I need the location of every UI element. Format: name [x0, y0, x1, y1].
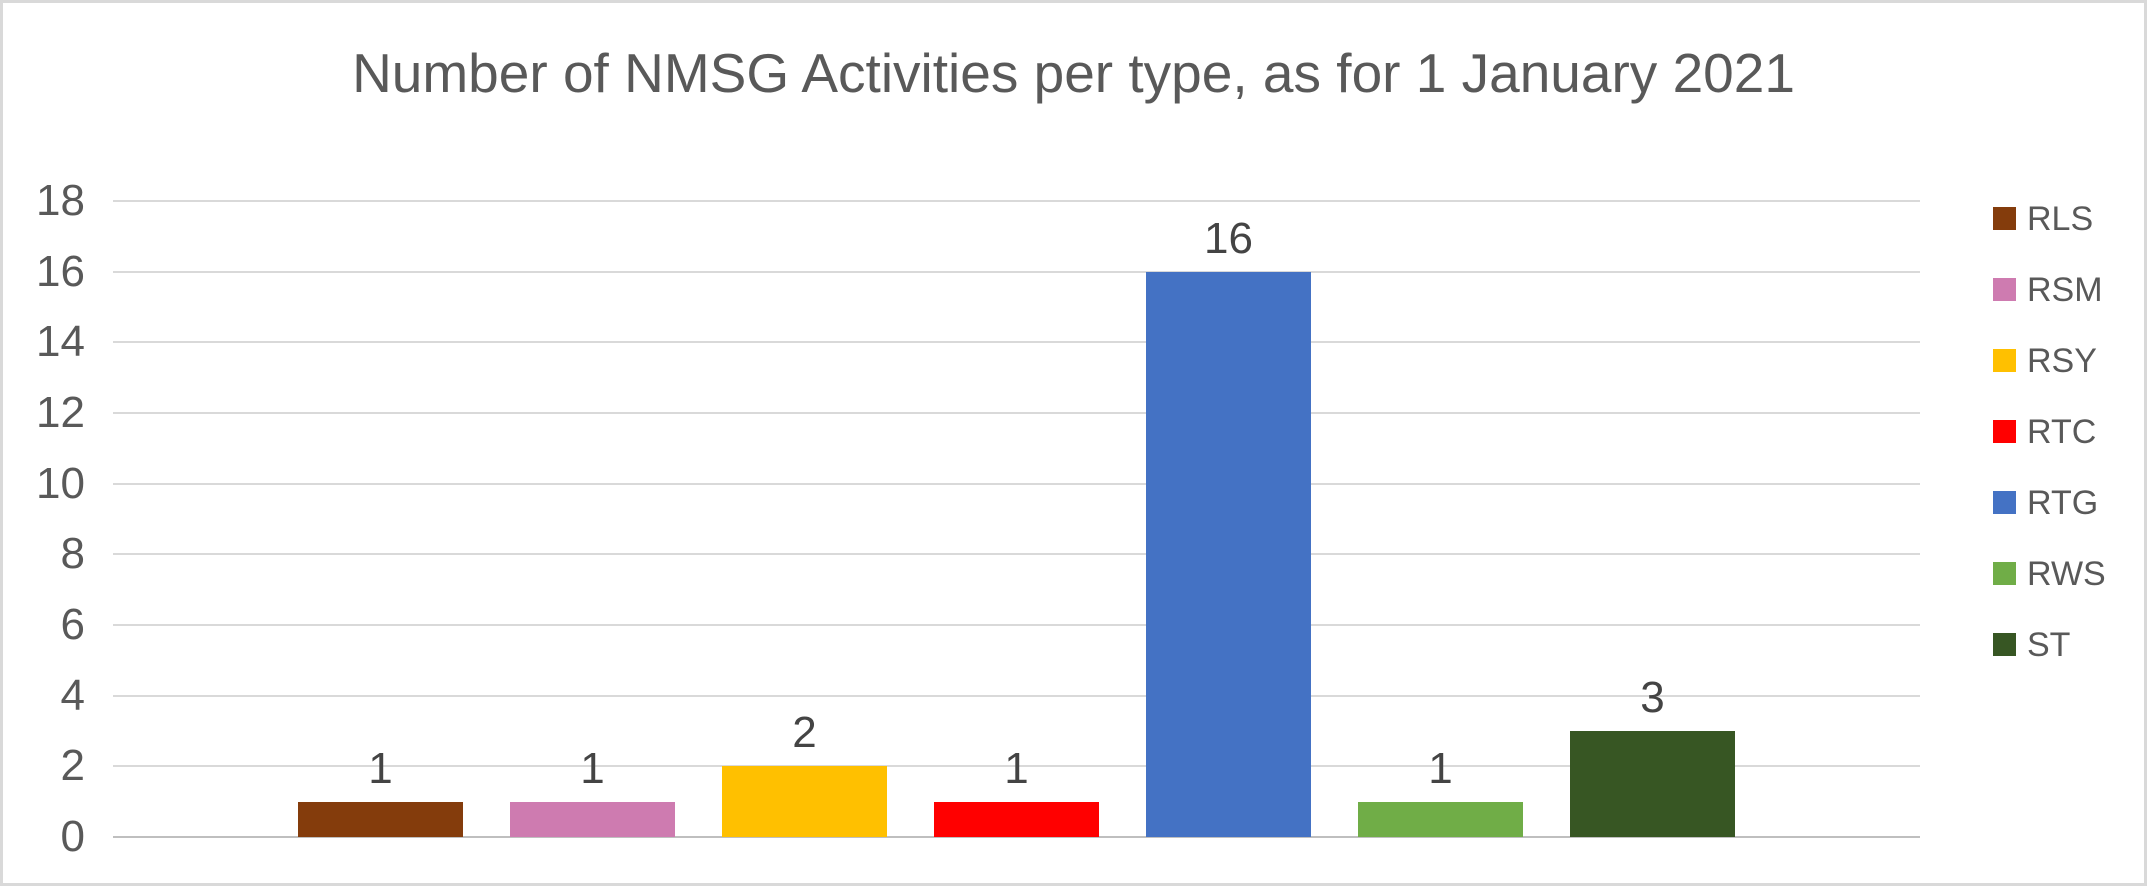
legend-swatch-st [1993, 633, 2016, 656]
bar-group-rsy: 2 [722, 201, 887, 837]
legend-label-rws: RWS [2027, 554, 2106, 593]
bar-rsy [722, 766, 887, 837]
bar-rls [298, 801, 463, 837]
gridline-18 [113, 200, 1920, 202]
data-label-rtg: 16 [1204, 213, 1253, 263]
y-tick-label-2: 2 [60, 741, 85, 791]
y-tick-label-12: 12 [36, 388, 85, 437]
gridline-10 [113, 482, 1920, 485]
y-tick-label-6: 6 [60, 600, 85, 649]
legend-swatch-rsm [1993, 278, 2016, 301]
bar-group-rsm: 1 [510, 201, 675, 837]
legend: RLS RSM RSY RTC RTG RWS ST [1993, 183, 2106, 680]
legend-item-st: ST [1993, 609, 2106, 680]
data-label-rtc: 1 [1004, 743, 1029, 793]
legend-swatch-rws [1993, 562, 2016, 585]
chart-title: Number of NMSG Activities per type, as f… [352, 42, 1795, 104]
data-label-rws: 1 [1428, 743, 1453, 793]
axis-baseline [113, 836, 1920, 838]
bar-group-rls: 1 [298, 201, 463, 837]
bar-rtc [934, 801, 1099, 837]
legend-swatch-rtc [1993, 420, 2016, 443]
y-tick-label-8: 8 [60, 529, 85, 579]
data-label-rsm: 1 [580, 743, 605, 793]
legend-label-rls: RLS [2027, 199, 2094, 238]
bars-row: 1 1 2 1 16 1 3 [113, 201, 1920, 837]
legend-item-rsm: RSM [1993, 254, 2106, 325]
y-tick-label-0: 0 [60, 812, 85, 861]
legend-item-rtg: RTG [1993, 467, 2106, 538]
plot-area: 1 1 2 1 16 1 3 [113, 200, 1920, 838]
y-tick-label-16: 16 [36, 246, 85, 296]
gridline-6 [113, 624, 1920, 626]
legend-item-rws: RWS [1993, 538, 2106, 609]
legend-label-st: ST [2027, 625, 2071, 664]
bar-group-rws: 1 [1358, 201, 1523, 837]
data-label-st: 3 [1640, 673, 1665, 722]
bar-rtg [1146, 271, 1311, 837]
y-tick-label-14: 14 [36, 317, 85, 367]
data-label-rls: 1 [368, 743, 393, 793]
gridline-2 [113, 765, 1920, 768]
y-tick-label-10: 10 [36, 458, 85, 508]
data-label-rsy: 2 [792, 708, 817, 758]
legend-label-rtc: RTC [2027, 412, 2097, 451]
gridlines [113, 200, 1920, 838]
gridline-14 [113, 341, 1920, 344]
y-axis-labels: 0 2 4 6 8 10 12 14 16 18 [23, 179, 85, 859]
gridline-8 [113, 553, 1920, 556]
legend-label-rtg: RTG [2027, 483, 2099, 522]
y-tick-label-18: 18 [36, 176, 85, 225]
legend-swatch-rsy [1993, 349, 2016, 372]
bar-rsm [510, 801, 675, 837]
y-tick-label-4: 4 [60, 670, 85, 720]
legend-item-rtc: RTC [1993, 396, 2106, 467]
gridline-4 [113, 694, 1920, 697]
legend-item-rsy: RSY [1993, 325, 2106, 396]
legend-item-rls: RLS [1993, 183, 2106, 254]
bar-st [1570, 731, 1735, 837]
legend-label-rsy: RSY [2027, 341, 2097, 380]
gridline-16 [113, 270, 1920, 273]
legend-swatch-rtg [1993, 491, 2016, 514]
bar-group-rtg: 16 [1146, 201, 1311, 837]
legend-label-rsm: RSM [2027, 270, 2103, 309]
gridline-12 [113, 412, 1920, 414]
legend-swatch-rls [1993, 207, 2016, 230]
bar-rws [1358, 801, 1523, 837]
bar-group-st: 3 [1570, 201, 1735, 837]
bar-group-rtc: 1 [934, 201, 1099, 837]
